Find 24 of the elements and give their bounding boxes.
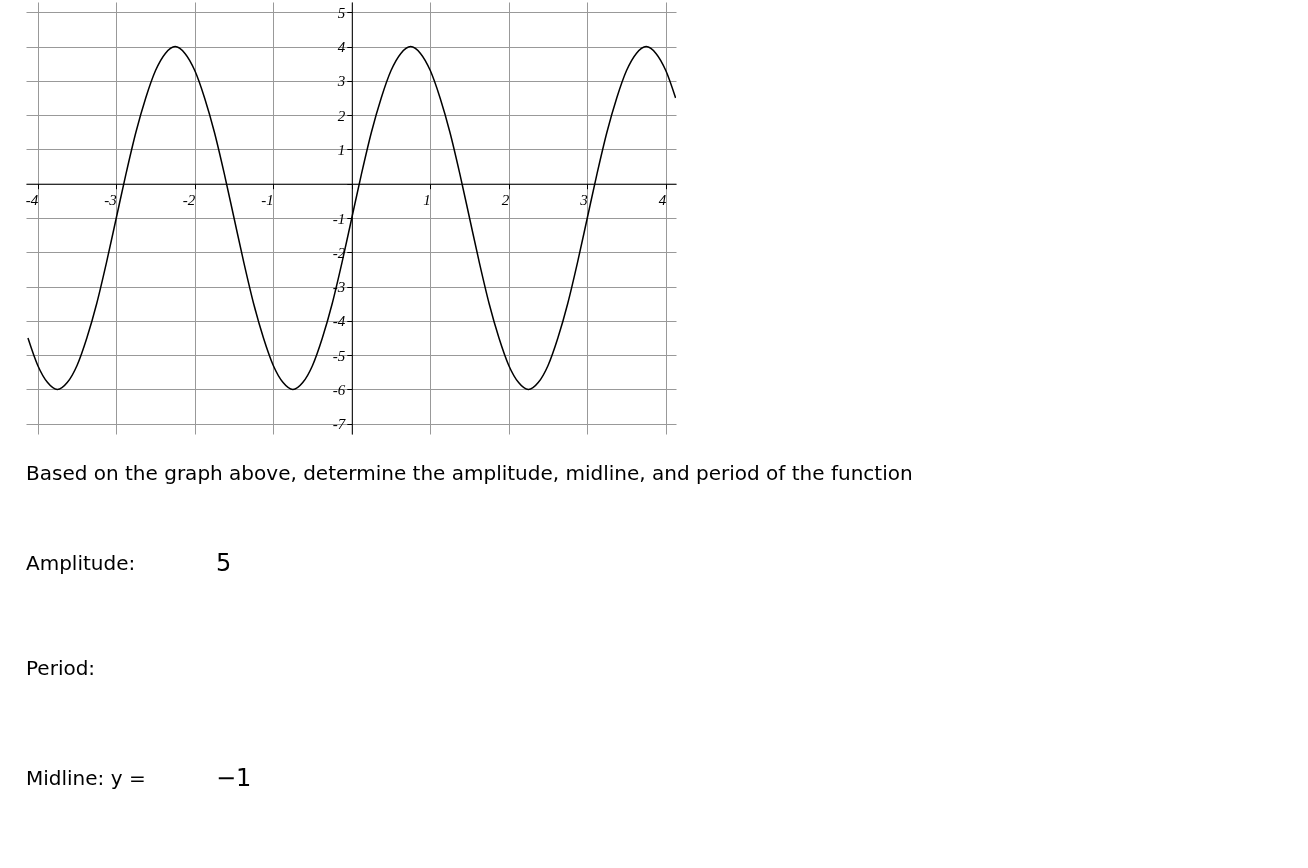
text: Based on the graph above, determine the amplitude, midline, and period of the function [26,461,913,485]
x-tick-label: 1 [423,192,431,209]
y-tick-label: 3 [336,73,346,90]
y-tick-label: -7 [332,416,347,433]
x-tick-label: 4 [658,192,667,209]
y-tick-label: 2 [337,107,346,124]
x-tick-label: 3 [579,192,588,209]
y-tick-label: -4 [332,313,346,330]
y-tick-label: -6 [332,381,346,398]
text: Midline: y = [26,766,146,790]
text: Period: [26,656,96,680]
x-tick-label: -3 [104,192,117,209]
y-tick-label: -1 [332,210,346,227]
x-tick-label: -1 [261,192,274,209]
x-tick-label: -4 [25,192,39,209]
x-tick-label: -2 [182,192,196,209]
y-tick-label: 4 [337,39,346,56]
text: −1 [216,764,252,792]
y-tick-label: 1 [337,141,346,158]
y-tick-label: -5 [332,347,346,364]
text: Amplitude: [26,551,136,575]
y-tick-label: 5 [337,4,346,21]
x-tick-label: 2 [501,192,510,209]
text: 5 [216,549,232,577]
